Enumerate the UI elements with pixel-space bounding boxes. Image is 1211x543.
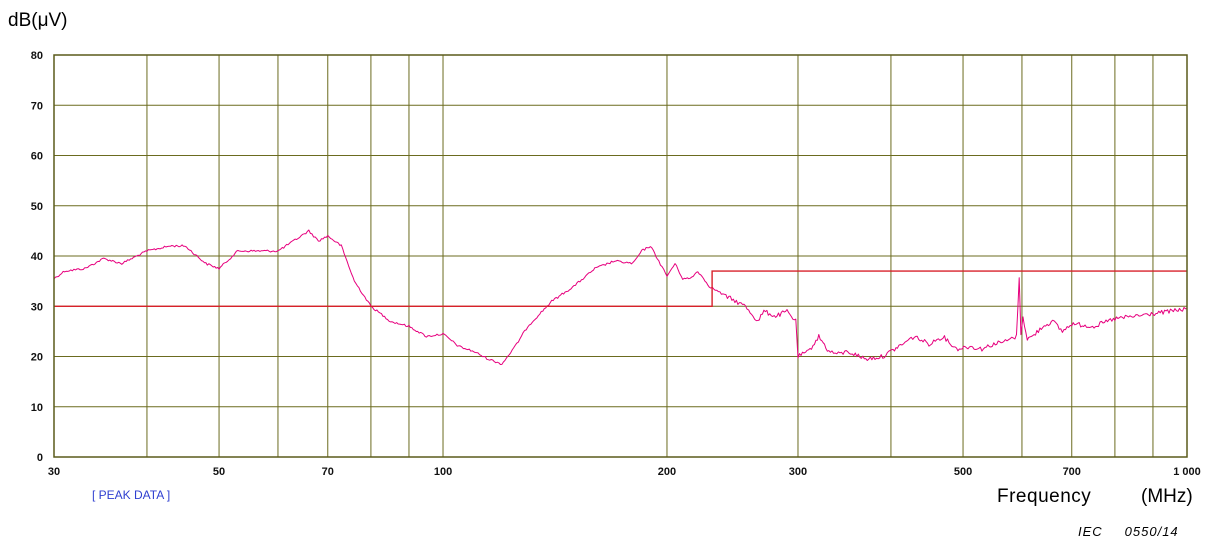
y-tick-label: 70 — [31, 100, 43, 112]
measurement-trace — [53, 229, 1187, 365]
x-axis-unit: (MHz) — [1141, 486, 1193, 507]
figure-id-number: 0550/14 — [1124, 524, 1179, 539]
x-tick-label: 30 — [48, 466, 60, 478]
peak-data-annotation: [ PEAK DATA ] — [92, 488, 171, 502]
x-tick-label: 100 — [434, 466, 452, 478]
x-tick-label: 700 — [1063, 466, 1081, 478]
y-tick-label: 60 — [31, 151, 43, 163]
x-tick-label: 500 — [954, 466, 972, 478]
figure-id: IEC 0550/14 — [1078, 524, 1179, 539]
y-tick-label: 10 — [31, 402, 43, 414]
y-tick-label: 0 — [37, 452, 43, 464]
y-tick-label: 80 — [31, 50, 43, 62]
grid-layer — [53, 54, 1188, 458]
x-tick-label: 50 — [213, 466, 225, 478]
x-tick-label: 1 000 — [1173, 466, 1201, 478]
y-tick-label: 40 — [31, 251, 43, 263]
x-tick-label: 200 — [658, 466, 676, 478]
figure-id-prefix: IEC — [1078, 524, 1103, 539]
limit-line — [54, 270, 1187, 307]
x-tick-label: 70 — [322, 466, 334, 478]
tick-label-layer: 0 10 20 30 40 50 60 70 80 30 50 70 100 200 300 500 700 1 … — [31, 50, 1201, 478]
x-axis-label: Frequency — [997, 486, 1092, 507]
series-layer — [53, 229, 1187, 365]
frame-layer — [53, 54, 1188, 458]
y-tick-label: 50 — [31, 201, 43, 213]
y-tick-label: 20 — [31, 352, 43, 364]
y-tick-label: 30 — [31, 301, 43, 313]
y-axis-label: dB(μV) — [8, 10, 68, 31]
plot-frame — [53, 54, 1188, 458]
x-tick-label: 300 — [789, 466, 807, 478]
